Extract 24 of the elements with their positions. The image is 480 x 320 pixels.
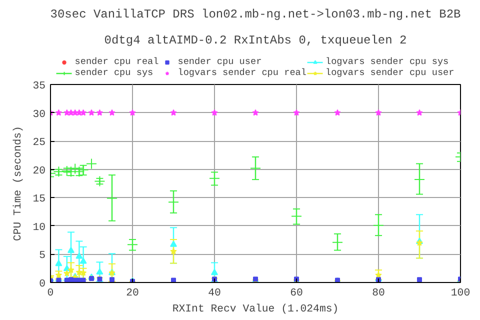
legend-label: logvars sender cpu sys — [325, 56, 449, 67]
legend-label: sender cpu sys — [74, 67, 154, 78]
x-tick-label: 100 — [450, 288, 470, 300]
y-tick-label: 25 — [32, 137, 46, 150]
y-tick-label: 30 — [32, 108, 46, 121]
y-tick-label: 35 — [32, 80, 46, 92]
legend-label: logvars sender cpu user — [325, 67, 454, 78]
y-tick-label: 0 — [39, 278, 46, 290]
x-tick-label: 20 — [126, 288, 139, 300]
y-tick-label: 20 — [32, 165, 46, 178]
legend-label: logvars sender cpu real — [178, 67, 306, 78]
legend-label: sender cpu real — [74, 56, 159, 67]
x-axis-title: RXInt Recv Value (1.024ms) — [172, 304, 339, 316]
x-tick-label: 60 — [290, 288, 303, 300]
legend-label: sender cpu user — [178, 56, 262, 67]
y-axis-title: CPU Time (seconds) — [12, 126, 25, 242]
chart-title: 30sec VanillaTCP DRS lon02.mb-ng.net->lon03.mb-ng.net B2B — [50, 8, 461, 22]
x-tick-label: 0 — [47, 288, 54, 300]
y-tick-label: 10 — [32, 222, 46, 234]
y-tick-label: 15 — [32, 194, 46, 206]
chart-subtitle: 0dtg4 altAIMD-0.2 RxIntAbs 0, txqueuelen 2 — [104, 34, 407, 48]
y-tick-label: 5 — [39, 250, 46, 262]
x-tick-label: 80 — [372, 288, 385, 300]
x-tick-label: 40 — [208, 288, 221, 300]
